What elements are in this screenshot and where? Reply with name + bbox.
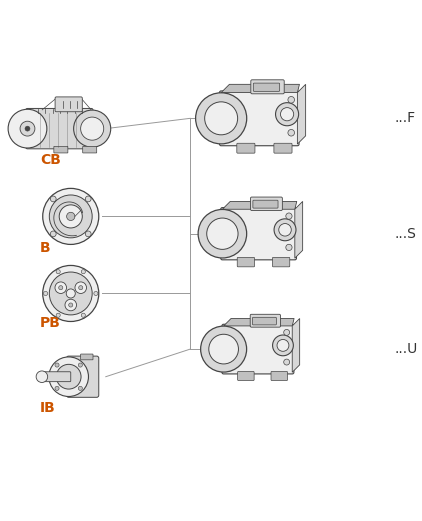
Circle shape: [55, 386, 59, 390]
Text: B: B: [40, 241, 51, 255]
FancyBboxPatch shape: [237, 257, 254, 267]
Circle shape: [20, 121, 35, 136]
Circle shape: [284, 359, 289, 365]
FancyBboxPatch shape: [251, 197, 282, 210]
Circle shape: [50, 196, 56, 202]
Text: PB: PB: [40, 316, 61, 330]
FancyBboxPatch shape: [253, 83, 280, 91]
Circle shape: [43, 189, 99, 244]
FancyBboxPatch shape: [251, 80, 284, 94]
Circle shape: [209, 334, 238, 364]
Circle shape: [78, 386, 82, 390]
FancyBboxPatch shape: [237, 143, 255, 153]
FancyBboxPatch shape: [221, 207, 297, 260]
Text: ...U: ...U: [394, 342, 417, 356]
FancyBboxPatch shape: [250, 314, 281, 327]
Circle shape: [78, 286, 83, 290]
Circle shape: [56, 270, 60, 274]
Circle shape: [66, 289, 75, 298]
FancyBboxPatch shape: [41, 372, 71, 382]
Polygon shape: [224, 318, 294, 326]
Circle shape: [81, 313, 85, 317]
Circle shape: [200, 326, 246, 372]
Circle shape: [49, 357, 89, 396]
FancyBboxPatch shape: [238, 371, 254, 380]
Text: ...S: ...S: [394, 227, 416, 241]
FancyBboxPatch shape: [83, 146, 97, 153]
FancyBboxPatch shape: [253, 200, 278, 208]
Circle shape: [286, 213, 292, 219]
Polygon shape: [221, 84, 300, 93]
Circle shape: [78, 363, 82, 367]
Circle shape: [50, 231, 56, 237]
FancyBboxPatch shape: [54, 146, 68, 153]
Circle shape: [205, 102, 238, 135]
Circle shape: [43, 291, 48, 295]
Circle shape: [43, 265, 99, 321]
Circle shape: [59, 205, 82, 228]
FancyBboxPatch shape: [273, 257, 290, 267]
Text: IB: IB: [40, 401, 56, 415]
Circle shape: [81, 117, 104, 140]
Circle shape: [94, 291, 98, 295]
Polygon shape: [292, 318, 300, 373]
Circle shape: [85, 231, 91, 237]
Circle shape: [56, 313, 60, 317]
Polygon shape: [222, 202, 297, 209]
Circle shape: [59, 286, 63, 290]
Circle shape: [281, 108, 294, 121]
FancyBboxPatch shape: [274, 143, 292, 153]
Circle shape: [49, 195, 92, 238]
FancyBboxPatch shape: [26, 108, 93, 149]
Circle shape: [75, 282, 87, 293]
Polygon shape: [298, 84, 306, 144]
Circle shape: [288, 96, 295, 103]
Circle shape: [73, 110, 111, 147]
Circle shape: [8, 109, 47, 148]
FancyBboxPatch shape: [67, 356, 99, 398]
FancyBboxPatch shape: [81, 354, 93, 360]
Text: CB: CB: [40, 153, 61, 167]
Circle shape: [69, 303, 73, 307]
Circle shape: [67, 212, 75, 220]
FancyBboxPatch shape: [222, 324, 294, 374]
Circle shape: [85, 196, 91, 202]
Circle shape: [49, 272, 92, 315]
Circle shape: [288, 129, 295, 136]
Circle shape: [196, 93, 247, 144]
Circle shape: [276, 103, 299, 126]
FancyBboxPatch shape: [271, 371, 287, 380]
Circle shape: [273, 335, 293, 356]
Circle shape: [55, 363, 59, 367]
Circle shape: [81, 270, 85, 274]
Circle shape: [56, 364, 81, 389]
FancyBboxPatch shape: [55, 97, 82, 111]
Circle shape: [25, 126, 30, 131]
Circle shape: [274, 219, 296, 241]
Circle shape: [284, 329, 289, 336]
Circle shape: [279, 224, 291, 236]
Circle shape: [277, 340, 289, 351]
Text: ...F: ...F: [394, 111, 415, 126]
Polygon shape: [295, 202, 303, 258]
Circle shape: [36, 371, 48, 382]
FancyBboxPatch shape: [219, 91, 299, 146]
Circle shape: [207, 218, 238, 250]
Circle shape: [65, 299, 76, 311]
Circle shape: [55, 282, 67, 293]
Circle shape: [286, 244, 292, 251]
Circle shape: [198, 209, 247, 258]
FancyBboxPatch shape: [252, 317, 276, 325]
